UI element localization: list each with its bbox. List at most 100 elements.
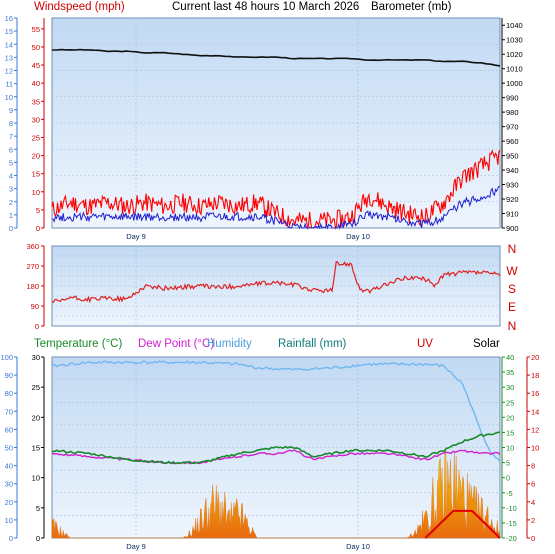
uv-axis-tick-label: 6 <box>531 480 535 489</box>
dewpoint-legend-label: Dew Point (°C) <box>138 338 215 350</box>
barometer-axis-tick-label: 960 <box>506 137 519 146</box>
humidity-axis-tick-label: 50 <box>5 444 13 453</box>
windspeed-axis-tick-label: 25 <box>32 133 40 142</box>
uv-axis-tick-label: 14 <box>531 407 539 416</box>
uv-axis-tick-label: 18 <box>531 371 539 380</box>
compass-label-w: W <box>506 264 518 278</box>
barometer-series <box>52 48 501 67</box>
temperature-axis-tick-label: 0 <box>506 474 510 483</box>
direction-axis-tick-label: 360 <box>26 242 39 251</box>
uv-axis-tick-label: 8 <box>531 462 535 471</box>
rainfall-axis-tick-label: 25 <box>32 383 40 392</box>
solar-legend-label: Solar <box>473 338 500 350</box>
humidity-axis-tick-label: 100 <box>0 353 13 362</box>
beaufort-axis-tick-label: 8 <box>9 119 13 128</box>
beaufort-axis-tick-label: 7 <box>9 132 13 141</box>
barometer-axis-tick-label: 1010 <box>506 65 523 74</box>
wind-direction-series <box>51 260 501 304</box>
rainfall-legend-label: Rainfall (mm) <box>278 338 347 350</box>
temperature-panel-day-label: Day 10 <box>346 542 370 551</box>
temperature-legend-label: Temperature (°C) <box>34 338 123 350</box>
humidity-axis-tick-label: 70 <box>5 407 13 416</box>
uv-axis-tick-label: 4 <box>531 498 535 507</box>
wind-gust-series <box>51 149 501 231</box>
temperature-axis-tick-label: 30 <box>506 383 514 392</box>
compass-label-n: N <box>508 319 517 333</box>
compass-label-e: E <box>508 300 516 314</box>
beaufort-axis-tick-label: 14 <box>5 40 13 49</box>
chart-title: Current last 48 hours 10 March 2026 <box>172 1 360 13</box>
rainfall-axis-tick-label: 0 <box>36 534 40 543</box>
barometer-axis-tick-label: 1030 <box>506 36 523 45</box>
temperature-panel-day-label: Day 9 <box>126 542 146 551</box>
windspeed-axis-tick-label: 40 <box>32 79 40 88</box>
uv-axis-tick-label: 12 <box>531 425 539 434</box>
direction-axis-tick-label: 0 <box>35 322 39 331</box>
beaufort-axis-tick-label: 9 <box>9 106 13 115</box>
rainfall-axis-tick-label: 15 <box>32 444 40 453</box>
windspeed-axis-tick-label: 45 <box>32 61 40 70</box>
wind-avg-series <box>51 185 501 230</box>
rainfall-axis-tick-label: 10 <box>32 474 40 483</box>
beaufort-axis-tick-label: 13 <box>5 53 13 62</box>
temperature-axis-tick-label: 40 <box>506 353 514 362</box>
humidity-axis-tick-label: 20 <box>5 498 13 507</box>
beaufort-axis-tick-label: 3 <box>9 185 13 194</box>
uv-axis-tick-label: 0 <box>531 534 535 543</box>
temperature-axis-tick-label: 5 <box>506 459 510 468</box>
windspeed-axis-tick-label: 30 <box>32 115 40 124</box>
compass-label-n: N <box>508 242 517 256</box>
humidity-axis-tick-label: 60 <box>5 425 13 434</box>
temperature-axis-tick-label: 15 <box>506 428 514 437</box>
barometer-axis-tick-label: 920 <box>506 195 519 204</box>
solar-series <box>51 450 501 539</box>
windspeed-axis-tick-label: 5 <box>36 206 40 215</box>
uv-axis-tick-label: 2 <box>531 516 535 525</box>
uv-series <box>424 509 501 539</box>
humidity-axis-tick-label: 80 <box>5 389 13 398</box>
barometer-axis-tick-label: 930 <box>506 181 519 190</box>
barometer-axis-tick-label: 970 <box>506 123 519 132</box>
humidity-legend-label: Humidity <box>207 338 252 350</box>
temperature-axis-tick-label: -5 <box>506 489 513 498</box>
barometer-axis-tick-label: 910 <box>506 210 519 219</box>
temperature-axis-tick-label: 10 <box>506 444 514 453</box>
windspeed-axis-tick-label: 20 <box>32 152 40 161</box>
uv-axis-tick-label: 20 <box>531 353 539 362</box>
humidity-axis-tick-label: 90 <box>5 371 13 380</box>
barometer-axis-tick-label: 1020 <box>506 50 523 59</box>
windspeed-axis-tick-label: 55 <box>32 25 40 34</box>
windspeed-axis-tick-label: 15 <box>32 170 40 179</box>
direction-axis-tick-label: 180 <box>26 282 39 291</box>
temperature-axis-tick-label: -15 <box>506 519 517 528</box>
barometer-axis-tick-label: 1040 <box>506 21 523 30</box>
rainfall-axis-tick-label: 20 <box>32 413 40 422</box>
direction-axis-tick-label: 90 <box>31 302 39 311</box>
windspeed-axis-tick-label: 35 <box>32 97 40 106</box>
temperature-axis-tick-label: 35 <box>506 368 514 377</box>
humidity-axis-tick-label: 0 <box>9 534 13 543</box>
uv-axis-tick-label: 10 <box>531 444 539 453</box>
windspeed-axis-title: Windspeed (mph) <box>34 1 125 13</box>
humidity-axis-tick-label: 40 <box>5 462 13 471</box>
beaufort-axis-tick-label: 4 <box>9 172 13 181</box>
beaufort-axis-tick-label: 15 <box>5 27 13 36</box>
windspeed-axis-tick-label: 10 <box>32 188 40 197</box>
beaufort-axis-tick-label: 2 <box>9 198 13 207</box>
barometer-axis-tick-label: 950 <box>506 152 519 161</box>
humidity-axis-tick-label: 30 <box>5 480 13 489</box>
wind-panel-day-label: Day 10 <box>346 232 370 241</box>
temperature-axis-tick-label: 20 <box>506 413 514 422</box>
humidity-series <box>51 360 501 463</box>
beaufort-axis-tick-label: 6 <box>9 145 13 154</box>
uv-legend-label: UV <box>417 338 433 350</box>
direction-axis-tick-label: 270 <box>26 262 39 271</box>
temperature-axis-tick-label: 25 <box>506 398 514 407</box>
barometer-axis-tick-label: 990 <box>506 94 519 103</box>
temperature-axis-tick-label: -20 <box>506 534 517 543</box>
beaufort-axis-tick-label: 12 <box>5 67 13 76</box>
compass-label-s: S <box>508 282 516 296</box>
barometer-axis-tick-label: 1000 <box>506 79 523 88</box>
beaufort-axis-tick-label: 1 <box>9 211 13 220</box>
